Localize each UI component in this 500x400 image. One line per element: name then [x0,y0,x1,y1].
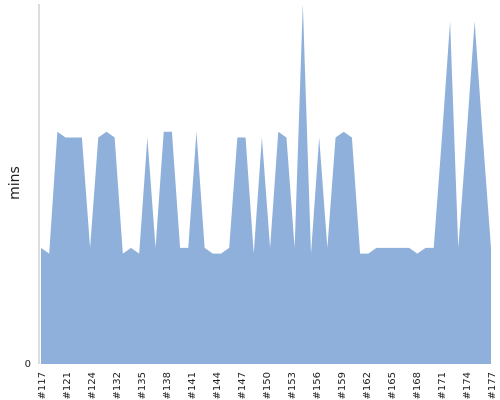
x-tick-label: #144 [212,372,223,399]
data-point [293,246,296,249]
data-point [400,246,403,249]
data-point [318,136,321,139]
x-tick-label: #138 [162,372,173,399]
data-point [301,3,304,6]
data-point [220,252,223,255]
data-point [195,130,198,133]
data-point [391,246,394,249]
data-point [72,136,75,139]
data-point [187,246,190,249]
data-point [408,246,411,249]
data-point [359,252,362,255]
data-point [473,20,476,23]
data-point [457,246,460,249]
data-point [56,130,59,133]
y-axis-label: mins [7,166,23,200]
x-tick-label: #135 [137,372,148,399]
x-tick-label: #150 [262,372,273,399]
x-tick-label: #168 [412,372,423,399]
data-point [97,136,100,139]
data-point [334,136,337,139]
x-tick-label: #141 [187,372,198,399]
x-tick-label: #171 [437,372,448,399]
data-point [154,246,157,249]
x-tick-label: #159 [337,372,348,399]
data-point [260,136,263,139]
data-point [48,252,51,255]
data-point [440,136,443,139]
data-point [40,246,43,249]
data-point [162,130,165,133]
x-axis-ticks: #117 #121 #124 #132 #135 #138 #141 #144 #147 #150… [37,372,498,399]
x-tick-label: #156 [312,372,323,399]
data-point [350,136,353,139]
data-point [465,136,468,139]
data-point [121,252,124,255]
data-point [481,136,484,139]
data-point [64,136,67,139]
x-tick-label: #162 [362,372,373,399]
data-point [138,252,141,255]
x-tick-label: #124 [87,372,98,399]
x-tick-label: #165 [387,372,398,399]
x-tick-label: #132 [112,372,123,399]
data-point [146,136,149,139]
data-point [490,246,493,249]
plot-area [40,3,493,364]
data-point [130,246,133,249]
data-point [105,130,108,133]
data-point [203,246,206,249]
x-tick-label: #177 [487,372,498,399]
data-point [383,246,386,249]
data-point [326,246,329,249]
data-point [228,246,231,249]
data-point [432,246,435,249]
data-point [424,246,427,249]
data-point [244,136,247,139]
x-tick-label: #174 [462,372,473,399]
data-point [367,252,370,255]
data-point [89,246,92,249]
data-point [342,130,345,133]
data-point [449,20,452,23]
data-point [416,252,419,255]
data-point [269,246,272,249]
data-point [80,136,83,139]
x-tick-label: #117 [37,372,48,399]
data-point [211,252,214,255]
data-point [179,246,182,249]
data-point [285,136,288,139]
data-point [236,136,239,139]
x-tick-label: #147 [237,372,248,399]
data-point [170,130,173,133]
area-series [41,4,491,364]
data-point [252,252,255,255]
data-point [277,130,280,133]
data-point [375,246,378,249]
data-point [113,136,116,139]
y-tick-label: 0 [25,359,31,370]
x-tick-label: #121 [62,372,73,399]
x-tick-label: #153 [287,372,298,399]
y-axis-ticks: 0 [25,359,31,370]
data-point [310,252,313,255]
